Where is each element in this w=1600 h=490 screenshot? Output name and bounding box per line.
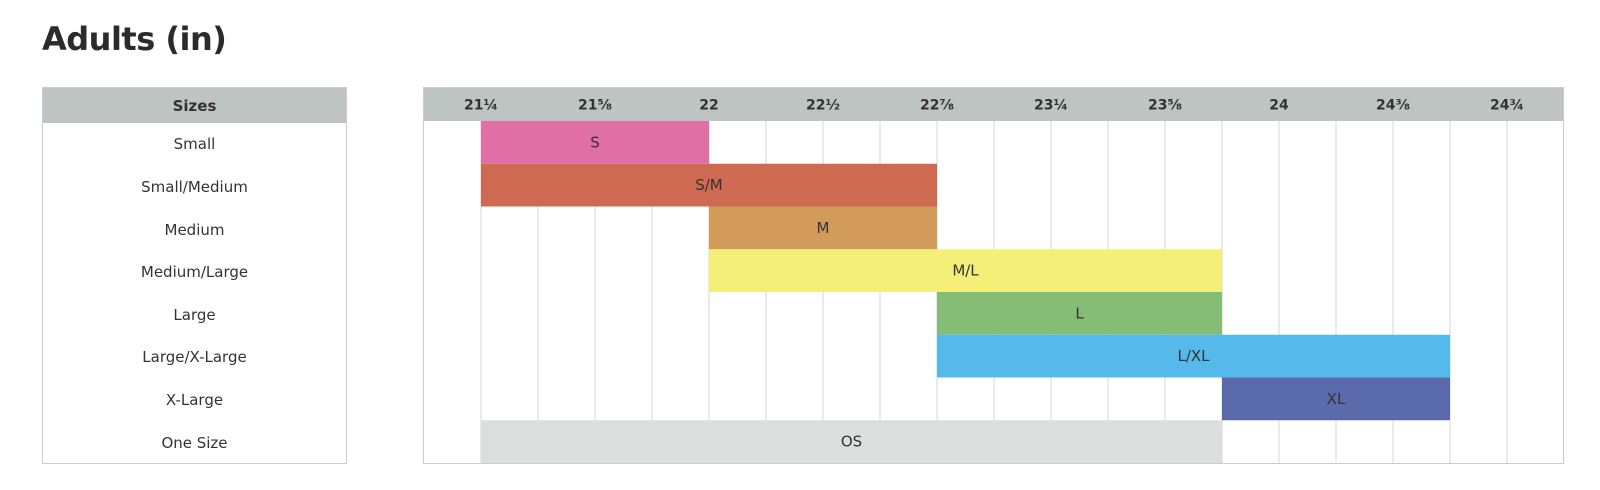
bar-label: L/XL <box>1177 347 1210 365</box>
size-row-label: X-Large <box>165 391 224 410</box>
size-row-label: Medium/Large <box>140 263 249 282</box>
size-row-label: Medium <box>164 220 225 239</box>
x-tick-label: 22⅞ <box>920 98 954 114</box>
bar-os <box>481 420 1222 463</box>
chart-svg: 21¼ 21⅝ 22 22½ 22⅞ 23¼ 23⅝ 24 24⅜ 24¾ S S/M M M/L L L/X… <box>424 88 1563 463</box>
bar-label: OS <box>841 433 862 451</box>
chart-header-band <box>424 88 1563 121</box>
x-tick-label: 24⅜ <box>1376 98 1410 114</box>
size-row-label: Small/Medium <box>141 177 248 196</box>
size-row-label: Large/X-Large <box>142 348 247 367</box>
sizes-table: Sizes Small Small/Medium Medium Medium/Larg… <box>42 87 347 464</box>
x-tick-label: 23¼ <box>1034 98 1068 114</box>
x-tick-label: 24 <box>1269 98 1289 114</box>
bar-xl <box>1222 377 1450 421</box>
size-row-label: One Size <box>161 433 228 452</box>
x-tick-label: 22 <box>699 98 718 114</box>
bar-s-m <box>481 163 937 207</box>
bar-l <box>937 292 1222 335</box>
bar-label: M <box>817 219 830 237</box>
sizes-list: Small Small/Medium Medium Medium/Large Large… <box>43 123 346 464</box>
x-tick-label: 21¼ <box>464 98 498 114</box>
size-range-chart: 21¼ 21⅝ 22 22½ 22⅞ 23¼ 23⅝ 24 24⅜ 24¾ S S/M M M/L L L/X… <box>423 87 1564 464</box>
x-tick-label: 24¾ <box>1490 98 1524 114</box>
bar-label: S <box>590 133 600 151</box>
sizes-header: Sizes <box>43 88 346 123</box>
size-row-label: Small <box>173 135 216 154</box>
page-title: Adults (in) <box>42 20 227 58</box>
bar-s <box>481 121 709 164</box>
bar-label: S/M <box>695 176 723 194</box>
x-tick-label: 21⅝ <box>578 98 612 114</box>
bar-label: L <box>1075 304 1084 322</box>
bar-m <box>709 206 937 250</box>
bar-l-xl <box>937 334 1450 378</box>
x-tick-label: 22½ <box>806 98 840 114</box>
bar-label: XL <box>1327 390 1346 408</box>
x-tick-label: 23⅝ <box>1148 98 1182 114</box>
bar-label: M/L <box>952 262 979 280</box>
bar-m-l <box>709 249 1222 292</box>
size-row-label: Large <box>173 305 216 324</box>
